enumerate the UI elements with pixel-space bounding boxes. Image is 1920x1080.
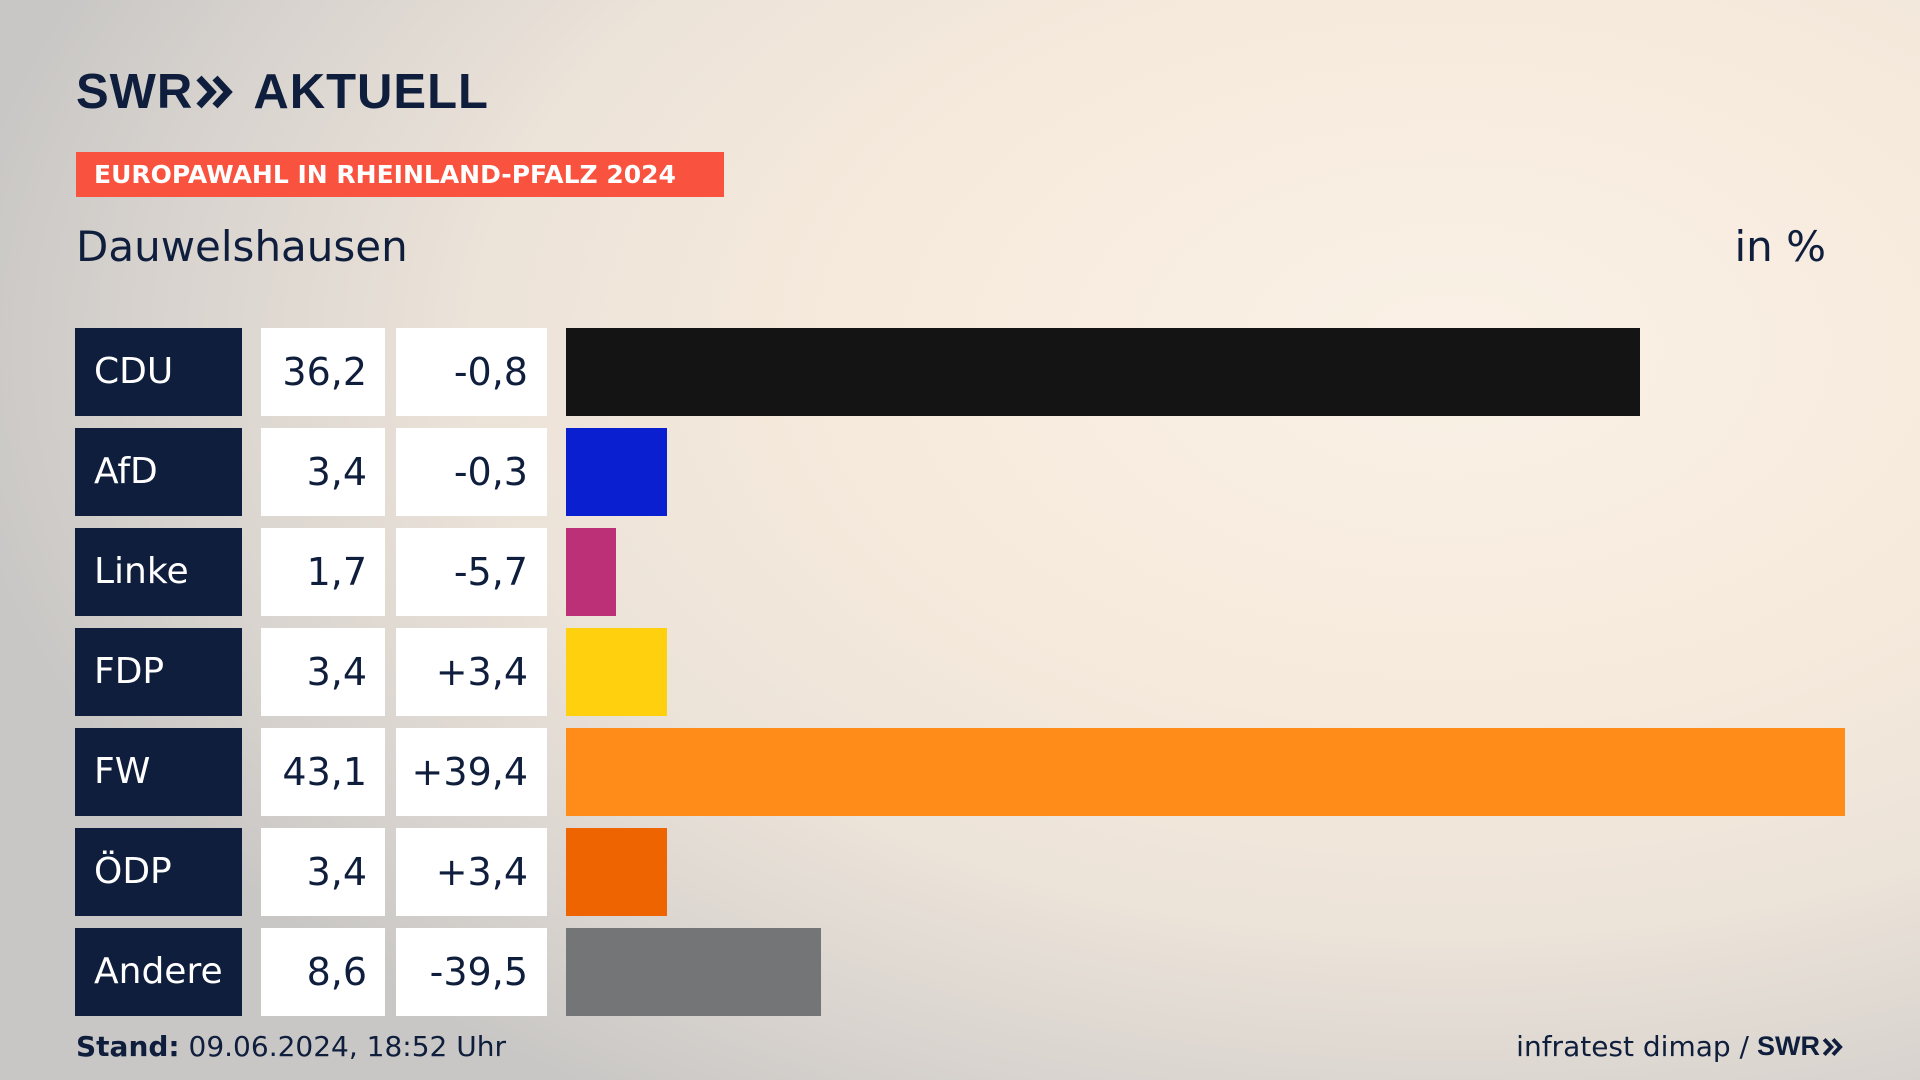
vote-share-label: 8,6 (261, 928, 385, 1016)
party-label: FDP (75, 628, 242, 716)
vote-share-label: 43,1 (261, 728, 385, 816)
bar-cdu (566, 328, 1640, 416)
result-row: ÖDP 3,4 +3,4 (75, 828, 1845, 916)
vote-change-label: +3,4 (396, 828, 547, 916)
stand-value: 09.06.2024, 18:52 Uhr (188, 1030, 506, 1063)
bar-fdp (566, 628, 667, 716)
timestamp: Stand: 09.06.2024, 18:52 Uhr (76, 1030, 506, 1063)
stand-label: Stand: (76, 1030, 180, 1063)
source-credit: infratest dimap / SWR (1516, 1030, 1844, 1063)
result-row: CDU 36,2 -0,8 (75, 328, 1845, 416)
result-row: FW 43,1 +39,4 (75, 728, 1845, 816)
result-row: Linke 1,7 -5,7 (75, 528, 1845, 616)
bar-ödp (566, 828, 667, 916)
bar-fw (566, 728, 1845, 816)
bar-afd (566, 428, 667, 516)
mini-logo-text: SWR (1757, 1031, 1820, 1061)
swr-mini-logo: SWR (1757, 1031, 1844, 1062)
result-row: Andere 8,6 -39,5 (75, 928, 1845, 1016)
vote-share-label: 3,4 (261, 628, 385, 716)
party-label: FW (75, 728, 242, 816)
swr-aktuell-logo: SWR AKTUELL (76, 64, 489, 120)
vote-change-label: +3,4 (396, 628, 547, 716)
vote-share-label: 3,4 (261, 428, 385, 516)
vote-change-label: -5,7 (396, 528, 547, 616)
party-label: Andere (75, 928, 242, 1016)
vote-change-label: -0,8 (396, 328, 547, 416)
result-row: FDP 3,4 +3,4 (75, 628, 1845, 716)
election-banner: EUROPAWAHL IN RHEINLAND-PFALZ 2024 (76, 152, 724, 197)
vote-change-label: -0,3 (396, 428, 547, 516)
party-label: Linke (75, 528, 242, 616)
unit-label: in % (1734, 222, 1826, 271)
vote-share-label: 3,4 (261, 828, 385, 916)
location-title: Dauwelshausen (76, 222, 408, 271)
logo-aktuell-text: AKTUELL (253, 65, 489, 119)
mini-double-chevron-icon (1822, 1037, 1843, 1056)
result-row: AfD 3,4 -0,3 (75, 428, 1845, 516)
vote-share-label: 36,2 (261, 328, 385, 416)
party-label: CDU (75, 328, 242, 416)
party-label: AfD (75, 428, 242, 516)
double-chevron-icon (196, 75, 234, 109)
party-label: ÖDP (75, 828, 242, 916)
vote-change-label: +39,4 (396, 728, 547, 816)
bar-linke (566, 528, 616, 616)
vote-share-label: 1,7 (261, 528, 385, 616)
vote-change-label: -39,5 (396, 928, 547, 1016)
bar-andere (566, 928, 821, 1016)
source-text: infratest dimap / (1516, 1030, 1749, 1063)
logo-swr-text: SWR (76, 65, 194, 119)
